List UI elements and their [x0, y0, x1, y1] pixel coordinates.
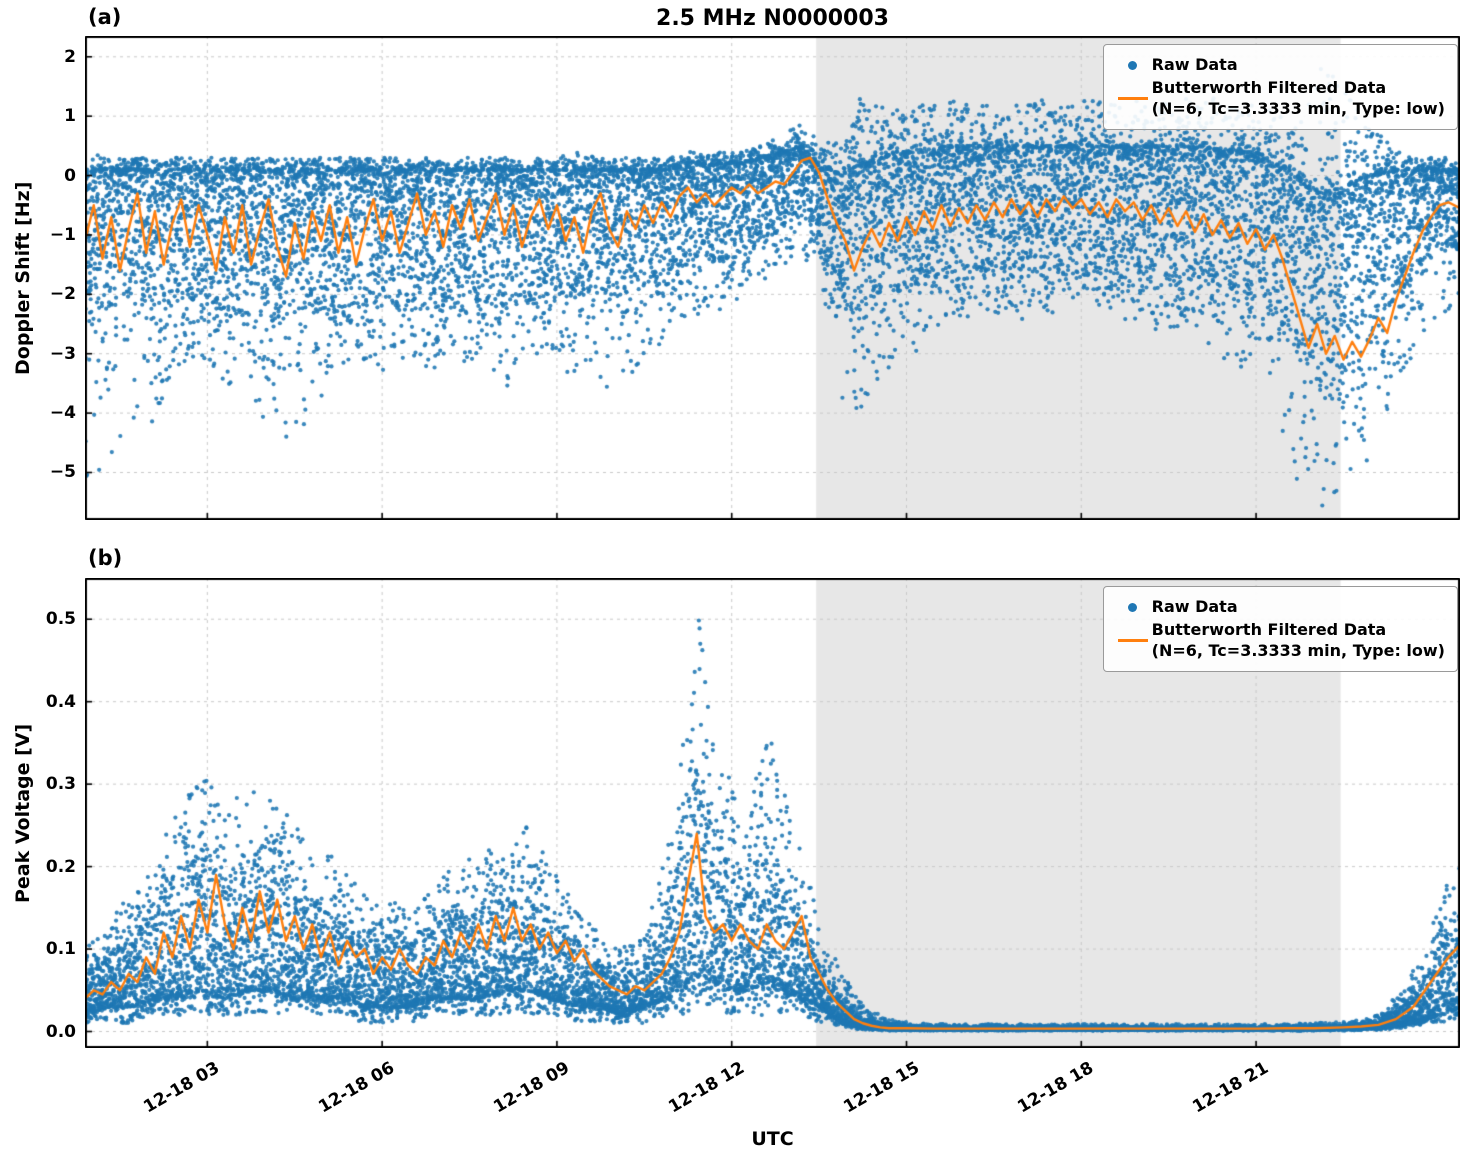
legend-entry-raw: Raw Data [1114, 55, 1445, 76]
y-tick-label: 0.4 [45, 691, 76, 712]
legend-raw-label: Raw Data [1151, 55, 1238, 74]
y-tick-label: −5 [49, 462, 76, 483]
y-tick-label: 0.1 [45, 939, 76, 960]
y-tick-label: −1 [49, 224, 76, 245]
filtered-line-marker-icon [1117, 639, 1148, 643]
y-tick-label: −2 [49, 284, 76, 305]
panel-a-label: (a) [88, 5, 122, 29]
y-axis-label-b: Peak Voltage [V] [12, 723, 34, 903]
y-tick-label: 0.3 [45, 774, 76, 795]
legend-filtered-label: Butterworth Filtered Data (N=6, Tc=3.333… [1151, 77, 1445, 118]
raw-data-dot-marker-icon [1128, 60, 1138, 70]
y-tick-label: 0.5 [45, 609, 76, 630]
x-axis-label: UTC [751, 1128, 794, 1150]
legend-entry-raw: Raw Data [1114, 597, 1445, 618]
chart-title: 2.5 MHz N0000003 [656, 6, 889, 31]
y-tick-label: 1 [64, 106, 76, 127]
y-tick-label: 0.0 [45, 1021, 76, 1042]
y-tick-label: 0 [64, 165, 76, 186]
y-tick-label: −3 [49, 343, 76, 364]
y-tick-label: 2 [64, 46, 76, 67]
raw-data-dot-marker-icon [1128, 602, 1138, 612]
legend-panel-a: Raw Data Butterworth Filtered Data (N=6,… [1102, 44, 1458, 131]
legend-entry-filtered: Butterworth Filtered Data (N=6, Tc=3.333… [1114, 620, 1445, 662]
legend-panel-b: Raw Data Butterworth Filtered Data (N=6,… [1102, 586, 1458, 673]
legend-entry-filtered: Butterworth Filtered Data (N=6, Tc=3.333… [1114, 78, 1445, 120]
y-tick-label: −4 [49, 403, 76, 424]
panel-b-label: (b) [88, 546, 123, 570]
y-tick-label: 0.2 [45, 856, 76, 877]
filtered-line-marker-icon [1117, 97, 1148, 101]
legend-raw-label: Raw Data [1151, 597, 1238, 616]
legend-filtered-label: Butterworth Filtered Data (N=6, Tc=3.333… [1151, 619, 1445, 660]
